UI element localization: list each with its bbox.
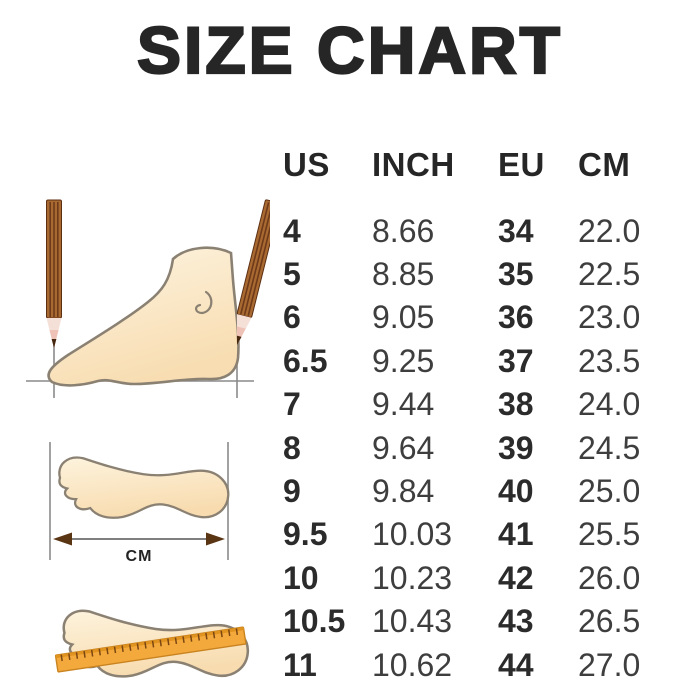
cell-inch: 8.85 [372, 256, 435, 293]
table-row: 10 10.23 42 26.0 [283, 556, 678, 599]
cell-us: 6 [283, 299, 301, 336]
table-row: 6.5 9.25 37 23.5 [283, 339, 678, 382]
table-header-row: US INCH EU CM [283, 142, 678, 188]
cell-us: 9 [283, 473, 301, 510]
cell-inch: 9.64 [372, 429, 435, 466]
cell-cm: 25.0 [578, 473, 641, 510]
cell-inch: 8.66 [372, 212, 435, 249]
cell-inch: 9.44 [372, 386, 435, 423]
cell-us: 8 [283, 429, 301, 466]
cell-eu: 43 [498, 603, 534, 640]
footprint-cm-illustration: CM [49, 442, 230, 565]
cell-inch: 10.23 [372, 559, 453, 596]
page-title: SIZE CHART [136, 12, 563, 88]
cell-cm: 24.5 [578, 429, 641, 466]
foot-measure-illustration [26, 198, 270, 398]
footprint-ruler-illustration [54, 609, 250, 678]
cell-eu: 40 [498, 473, 534, 510]
cell-cm: 22.0 [578, 212, 641, 249]
foot-outline [47, 246, 240, 387]
cell-eu: 42 [498, 559, 534, 596]
cell-us: 10 [283, 559, 319, 596]
cell-inch: 10.43 [372, 603, 453, 640]
table-row: 9 9.84 40 25.0 [283, 469, 678, 512]
cell-inch: 10.03 [372, 516, 453, 553]
cell-eu: 34 [498, 212, 534, 249]
table-row: 7 9.44 38 24.0 [283, 383, 678, 426]
cell-us: 9.5 [283, 516, 328, 553]
cell-inch: 10.62 [372, 646, 453, 683]
cell-us: 6.5 [283, 342, 328, 379]
cell-inch: 9.25 [372, 342, 435, 379]
table-row: 6 9.05 36 23.0 [283, 296, 678, 339]
cell-eu: 44 [498, 646, 534, 683]
cell-cm: 24.0 [578, 386, 641, 423]
cell-eu: 35 [498, 256, 534, 293]
header-us: US [283, 146, 330, 183]
cell-cm: 23.0 [578, 299, 641, 336]
cell-us: 11 [283, 646, 317, 683]
cell-inch: 9.84 [372, 473, 435, 510]
cell-eu: 41 [498, 516, 534, 553]
table-row: 4 8.66 34 22.0 [283, 209, 678, 252]
table-row: 10.5 10.43 43 26.5 [283, 600, 678, 643]
cm-label: CM [126, 548, 153, 565]
table-row: 8 9.64 39 24.5 [283, 426, 678, 469]
header-inch: INCH [372, 146, 455, 183]
cell-eu: 37 [498, 342, 534, 379]
footprint-outline [58, 456, 230, 519]
ruler-icon [54, 626, 247, 673]
left-pencil-icon [45, 199, 63, 349]
cell-eu: 39 [498, 429, 534, 466]
cell-us: 10.5 [283, 603, 346, 640]
table-row: 5 8.85 35 22.5 [283, 252, 678, 295]
cell-cm: 22.5 [578, 256, 641, 293]
cell-eu: 38 [498, 386, 534, 423]
cell-eu: 36 [498, 299, 534, 336]
cell-cm: 23.5 [578, 342, 641, 379]
cell-us: 4 [283, 212, 301, 249]
header-eu: EU [498, 146, 545, 183]
table-body: 4 8.66 34 22.0 5 8.85 35 22.5 6 9.05 36 … [283, 209, 678, 686]
table-row: 9.5 10.03 41 25.5 [283, 513, 678, 556]
cell-cm: 27.0 [578, 646, 641, 683]
table-row: 11 10.62 44 27.0 [283, 643, 678, 686]
cell-cm: 25.5 [578, 516, 641, 553]
cm-arrow [53, 532, 225, 546]
cell-us: 7 [283, 386, 301, 423]
cell-us: 5 [283, 256, 301, 293]
cell-cm: 26.5 [578, 603, 641, 640]
cell-cm: 26.0 [578, 559, 641, 596]
cell-inch: 9.05 [372, 299, 435, 336]
header-cm: CM [578, 146, 631, 183]
ankle-mark [195, 290, 213, 315]
